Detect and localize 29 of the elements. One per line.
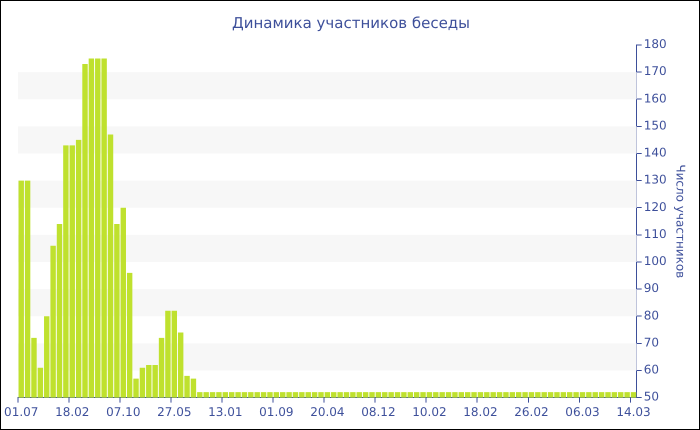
y-tick-label: 80	[644, 308, 659, 322]
y-tick-label: 170	[644, 64, 667, 78]
x-tick-label: 26.02	[514, 404, 549, 419]
y-tick-label: 100	[644, 254, 667, 268]
y-tick-label: 120	[644, 200, 667, 214]
x-tick-label: 14.03	[616, 404, 651, 419]
y-tick-label: 70	[644, 335, 659, 350]
x-tick-label: 01.07	[4, 404, 38, 419]
x-tick-label: 27.05	[157, 404, 192, 419]
y-tick-label: 130	[644, 172, 667, 187]
y-axis-title: Число участников	[674, 164, 688, 278]
x-tick-label: 01.09	[259, 404, 294, 419]
y-tick-label: 160	[644, 91, 667, 106]
x-tick-label: 18.02	[55, 404, 90, 419]
y-tick-label: 140	[644, 146, 667, 160]
y-tick-label: 110	[644, 226, 667, 241]
x-tick-label: 18.02	[463, 404, 498, 419]
y-tick-label: 180	[644, 37, 667, 52]
y-tick-label: 150	[644, 118, 667, 132]
y-tick-label: 50	[644, 390, 659, 404]
x-tick-label: 20.04	[310, 404, 345, 419]
x-tick-label: 13.01	[208, 404, 242, 419]
x-tick-label: 06.03	[565, 404, 600, 419]
x-tick-label: 07.10	[106, 404, 140, 419]
x-tick-label: 10.02	[412, 404, 447, 419]
chart-title: Динамика участников беседы	[232, 14, 470, 32]
x-tick-label: 08.12	[361, 404, 396, 419]
y-tick-label: 90	[644, 281, 659, 296]
y-tick-label: 60	[644, 362, 659, 377]
